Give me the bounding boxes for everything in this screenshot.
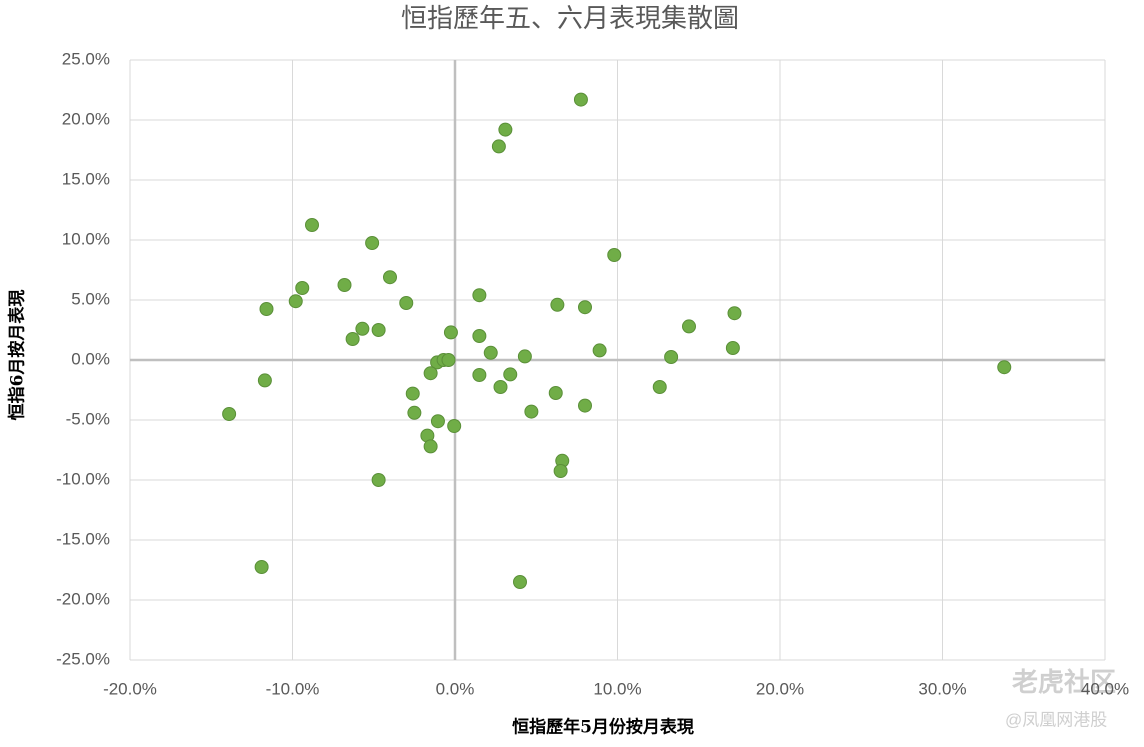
point: [337, 278, 352, 292]
y-tick-label: 5.0%: [71, 289, 110, 308]
point: [295, 281, 310, 295]
point: [405, 386, 420, 401]
point: [399, 296, 414, 310]
point: [578, 398, 592, 413]
point: [997, 360, 1012, 375]
point: [503, 367, 518, 382]
y-tick-label: 0.0%: [71, 349, 110, 368]
y-tick-label: -15.0%: [56, 529, 110, 548]
point: [548, 386, 563, 400]
point: [305, 218, 319, 232]
point: [443, 325, 458, 340]
x-tick-label: -20.0%: [103, 679, 157, 698]
point: [345, 332, 360, 346]
point: [682, 319, 696, 334]
point: [365, 236, 380, 250]
chart-title: 恒指歷年五、六月表現集散圖: [401, 4, 739, 34]
y-tick-label: -20.0%: [56, 589, 110, 608]
y-tick-label: -10.0%: [56, 469, 110, 488]
point: [607, 248, 622, 262]
point: [592, 343, 607, 358]
point: [664, 350, 679, 364]
y-tick-label: 20.0%: [62, 109, 110, 128]
point: [254, 560, 269, 574]
x-tick-label: 20.0%: [756, 679, 804, 698]
point: [483, 345, 498, 360]
point: [371, 473, 386, 487]
watermark: 老虎社区: [1012, 667, 1116, 697]
x-axis-label: 恒指歷年5月份按月表現: [512, 717, 694, 738]
point: [407, 405, 422, 420]
point: [423, 439, 438, 454]
point: [257, 373, 272, 388]
point: [288, 294, 303, 309]
point: [472, 288, 487, 303]
point: [498, 122, 513, 137]
y-tick-label: 15.0%: [62, 169, 110, 188]
point: [222, 407, 237, 421]
point: [513, 575, 527, 589]
point: [491, 139, 506, 154]
point: [472, 368, 487, 382]
point: [472, 329, 487, 343]
point: [727, 306, 742, 321]
point: [652, 380, 667, 394]
point: [578, 300, 592, 315]
point: [441, 353, 456, 367]
x-tick-label: 10.0%: [593, 679, 641, 698]
x-tick-label: -10.0%: [266, 679, 320, 698]
point: [524, 404, 539, 419]
y-tick-label: 10.0%: [62, 229, 110, 248]
point: [259, 302, 274, 316]
point: [423, 366, 438, 381]
point: [355, 321, 370, 336]
point: [550, 297, 565, 312]
x-tick-label: 0.0%: [436, 679, 475, 698]
point: [430, 414, 445, 429]
y-tick-label: -25.0%: [56, 649, 110, 668]
point: [447, 419, 462, 433]
point: [371, 323, 386, 337]
y-tick-label: -5.0%: [66, 409, 110, 428]
x-tick-label: 40.0%: [1081, 679, 1129, 698]
x-tick-label: 30.0%: [918, 679, 966, 698]
watermark: @凤凰网港股: [1005, 710, 1107, 729]
point: [573, 92, 588, 107]
point: [517, 349, 532, 364]
point: [725, 341, 740, 355]
y-tick-label: 25.0%: [62, 49, 110, 68]
point: [493, 380, 508, 394]
point: [383, 270, 397, 285]
y-axis-label: 恒指6月按月表現: [7, 290, 28, 421]
point: [553, 464, 568, 478]
